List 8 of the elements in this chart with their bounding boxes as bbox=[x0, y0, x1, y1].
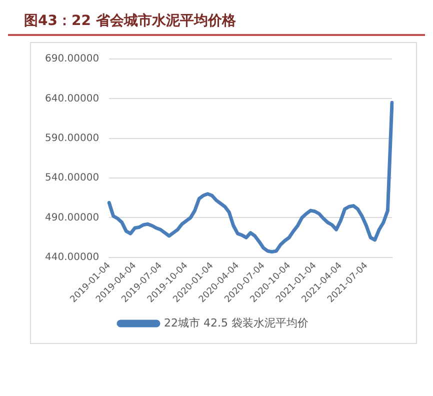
y-tick-label: 490.00000 bbox=[45, 212, 100, 224]
y-tick-label: 540.00000 bbox=[45, 172, 100, 184]
chart-title: 图43：22 省会城市水泥平均价格 bbox=[8, 8, 425, 36]
y-tick-label: 690.00000 bbox=[45, 54, 100, 65]
legend-label: 22城市 42.5 袋装水泥平均价 bbox=[164, 316, 308, 330]
y-tick-label: 440.00000 bbox=[45, 252, 100, 263]
y-tick-label: 590.00000 bbox=[45, 132, 100, 144]
y-tick-label: 640.00000 bbox=[45, 93, 100, 104]
